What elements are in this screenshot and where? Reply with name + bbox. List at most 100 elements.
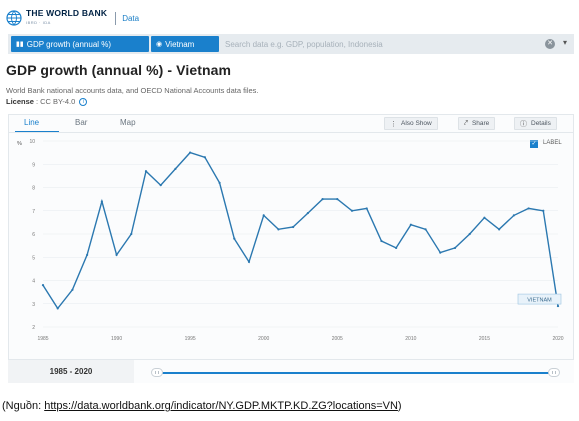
data-point [144,170,148,173]
data-point [453,246,457,250]
tab-line[interactable]: Line [24,118,40,127]
y-tick-label: 5 [32,255,35,261]
data-point [41,284,45,287]
also-show-label: Also Show [401,120,432,127]
details-button[interactable]: ⓘ Details [514,117,557,130]
data-point [336,198,339,201]
chart-panel: Line Bar Map ⋮ Also Show ⤤ Share ⓘ Detai… [8,114,574,382]
caption-suffix: ) [397,400,402,412]
data-point [174,167,177,170]
data-point [130,232,133,236]
x-tick-label: 2000 [258,336,269,342]
data-point [292,225,295,229]
y-axis-ticks: 2 3 4 5 6 7 8 9 10 [29,139,35,331]
data-point [203,156,206,159]
also-show-button[interactable]: ⋮ Also Show [384,117,438,130]
x-axis-ticks: 1985 1990 1995 2000 2005 2010 2015 2020 [37,336,563,342]
tabs-divider [9,132,573,133]
grip-icon [155,371,159,374]
x-tick-label: 1995 [185,336,196,342]
slider-handle-end[interactable] [548,368,560,377]
y-tick-label: 6 [32,232,35,238]
share-label: Share [471,120,490,127]
slider-handle-start[interactable] [151,368,163,377]
country-chip-label: Vietnam [165,39,195,49]
end-label-box [517,293,562,305]
data-point [439,251,442,254]
y-tick-label: 2 [32,325,35,331]
data-point [100,200,103,203]
data-point [115,253,118,257]
x-tick-label: 1990 [111,336,122,342]
year-range-slider[interactable] [134,359,574,383]
search-input[interactable] [225,39,525,49]
y-tick-label: 3 [32,302,35,308]
country-chip[interactable]: ◉ Vietnam [151,36,219,52]
y-axis-unit: % [17,141,22,147]
y-tick-label: 8 [32,186,35,192]
x-tick-label: 2020 [552,336,563,342]
details-label: Details [531,120,551,127]
section-link-data[interactable]: Data [122,13,140,23]
gdp-growth-line-chart: 2 3 4 5 6 7 8 9 10 1985 1990 1995 2000 2005 2010 2015 2… [17,139,564,342]
indicator-chip[interactable]: ▮▮ GDP growth (annual %) [11,36,149,52]
data-point [350,209,354,212]
caption-prefix: (Nguồn: [2,400,45,412]
data-point [409,223,412,226]
data-point [71,288,74,291]
clear-icon[interactable]: ✕ [545,39,555,49]
y-tick-label: 10 [29,139,35,145]
source-caption: (Nguồn: https://data.worldbank.org/indic… [2,400,402,412]
data-point [498,228,501,231]
data-point [321,198,324,201]
license-label: License [6,97,34,106]
tab-bar[interactable]: Bar [75,118,88,127]
share-button[interactable]: ⤤ Share [458,117,496,130]
label-toggle-text[interactable]: LABEL [543,140,562,146]
x-tick-label: 2015 [479,336,490,342]
location-pin-icon: ◉ [156,41,163,48]
chart-grid [43,140,558,328]
world-bank-data-page: THE WORLD BANK IBRD · IDA Data ▮▮ GDP gr… [4,4,575,383]
chevron-down-icon[interactable]: ▾ [563,38,568,47]
series-line-vietnam [42,151,559,310]
data-point [247,260,251,263]
range-label: 1985 - 2020 [8,359,134,383]
brand-name[interactable]: THE WORLD BANK IBRD · IDA [26,8,108,26]
source-link[interactable]: https://data.worldbank.org/indicator/NY.… [44,400,398,412]
brand-sub: IBRD · IDA [26,20,51,25]
slider-selected-range [156,372,554,374]
data-point [424,228,427,231]
data-point [306,211,309,215]
vertical-dots-icon: ⋮ [390,120,397,128]
end-label-text: VIETNAM [527,297,552,303]
data-point [233,237,236,240]
series-end-label: VIETNAM [517,293,562,305]
label-checkbox[interactable]: ✓ [530,140,538,148]
data-point [512,214,515,217]
y-tick-label: 7 [32,209,35,215]
bar-chart-icon: ▮▮ [16,41,24,48]
data-point [542,209,545,212]
indicator-chip-label: GDP growth (annual %) [26,39,112,49]
data-point [86,253,89,257]
x-tick-label: 1985 [37,336,48,342]
data-point [380,239,383,243]
data-point [395,246,398,250]
data-point [365,207,368,210]
data-point [527,207,530,210]
license-row: License : CC BY-4.0 i [6,97,88,106]
y-tick-label: 4 [32,279,35,285]
x-tick-label: 2010 [405,336,416,342]
grip-icon [552,371,556,374]
data-point [483,216,486,219]
info-icon[interactable]: i [79,97,88,106]
data-point [277,228,280,231]
info-circle-icon: ⓘ [520,120,527,128]
chart-tabs: Line Bar Map ⋮ Also Show ⤤ Share ⓘ Detai… [9,115,573,133]
world-bank-logo-icon [6,10,22,26]
data-source: World Bank national accounts data, and O… [6,86,259,95]
license-value[interactable]: : CC BY-4.0 [35,97,76,106]
tab-map[interactable]: Map [120,118,136,127]
data-point [262,214,265,217]
